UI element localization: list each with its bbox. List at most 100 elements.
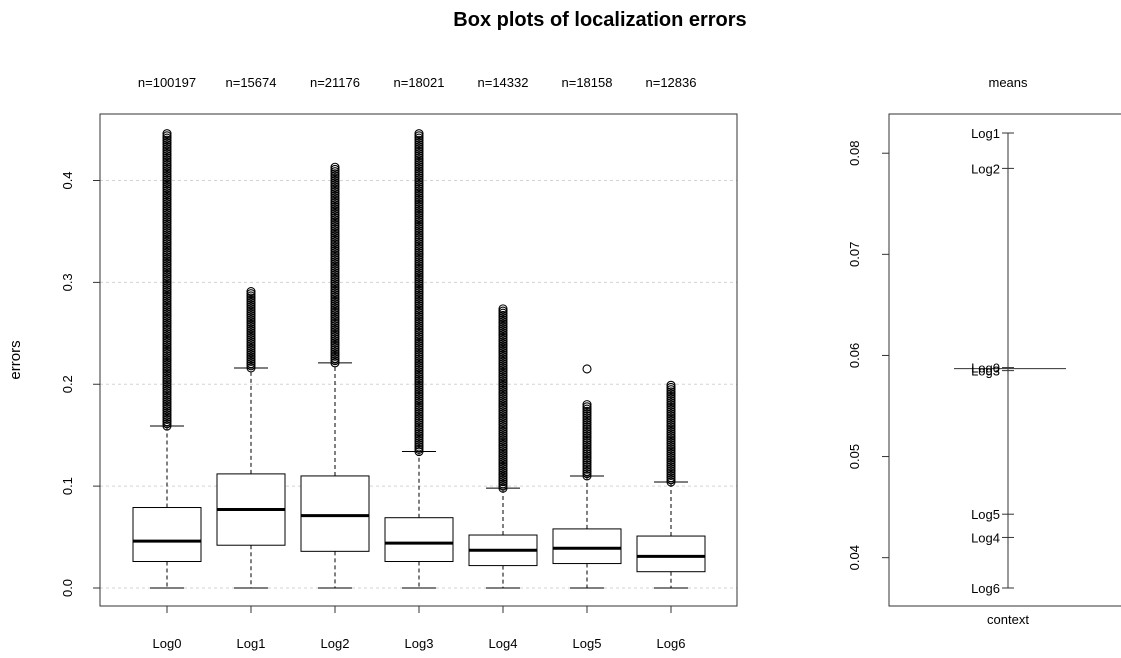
boxplot-outlier: [414, 241, 424, 251]
boxplot-outlier: [330, 193, 340, 203]
boxplot-outlier: [414, 396, 424, 406]
boxplot-outlier: [666, 431, 676, 441]
boxplot-outlier: [414, 360, 424, 370]
boxplot-outlier: [330, 345, 340, 355]
boxplot-outlier: [498, 409, 508, 419]
boxplot-outlier: [414, 173, 424, 183]
boxplot-outlier: [330, 329, 340, 339]
boxplot-outlier: [330, 191, 340, 201]
boxplot-outlier: [162, 212, 172, 222]
boxplot-outlier: [162, 166, 172, 176]
boxplot-outlier: [498, 354, 508, 364]
boxplot-outlier: [162, 232, 172, 242]
means-y-tick-label: 0.05: [847, 444, 862, 469]
boxplot-outlier: [162, 140, 172, 150]
boxplot-outlier: [414, 175, 424, 185]
boxplot-outlier: [414, 393, 424, 404]
boxplot-outlier: [162, 348, 172, 359]
boxplot-outlier: [162, 408, 172, 418]
boxplot-outlier: [162, 406, 172, 416]
boxplot-outlier: [414, 272, 424, 282]
boxplot-outlier: [414, 347, 424, 357]
boxplot-outlier: [162, 368, 172, 378]
boxplot-outlier: [330, 287, 340, 298]
boxplot-outlier: [414, 142, 424, 152]
boxplot-outlier: [414, 369, 424, 379]
means-frame: [888, 113, 1121, 607]
boxplot-outlier: [666, 420, 676, 430]
boxplot-outlier: [246, 335, 256, 345]
boxplot-outlier: [414, 296, 424, 306]
boxplot-outlier: [330, 184, 340, 194]
boxplot-outliers: [246, 286, 256, 373]
boxplot-count-label: n=18158: [562, 75, 613, 90]
boxplot-outlier: [246, 313, 256, 323]
boxplot-outlier: [666, 400, 676, 410]
boxplot-outlier: [414, 206, 424, 216]
boxplot-outlier: [162, 225, 172, 235]
boxplot-outlier: [330, 195, 340, 205]
boxplot-outlier: [666, 448, 676, 459]
boxplot-outlier: [498, 380, 508, 390]
boxplot-outlier: [162, 144, 172, 154]
boxplot-outlier: [246, 304, 256, 314]
boxplot-outlier: [162, 201, 172, 211]
boxplot-outlier: [330, 336, 340, 346]
boxplot-outlier: [666, 453, 676, 463]
boxplot-outlier: [582, 431, 592, 441]
boxplot-outlier: [414, 378, 424, 388]
boxplot-outlier: [498, 345, 508, 355]
boxplot-y-axis: 0.0 0.1 0.2 0.3 0.4: [60, 171, 100, 597]
boxplot-outlier: [162, 195, 172, 205]
boxplot-outlier: [414, 391, 424, 401]
boxplot-outlier: [162, 331, 172, 341]
boxplot-outlier: [330, 298, 340, 309]
means-point-label: Log3: [971, 364, 1000, 379]
boxplot-outlier: [582, 406, 592, 416]
boxplot-outlier: [414, 301, 424, 311]
boxplot-outlier: [414, 281, 424, 291]
boxplot-outlier: [330, 281, 340, 291]
boxplot-outlier: [330, 182, 340, 192]
boxplot-outlier: [330, 276, 340, 287]
boxplot-outlier: [330, 246, 340, 256]
boxplot-outlier: [162, 223, 172, 233]
boxplot-outlier: [414, 404, 424, 415]
boxplot-outlier: [162, 239, 172, 249]
boxplot-outlier: [498, 433, 508, 443]
boxplot-outlier: [330, 263, 340, 273]
boxplot-outlier: [414, 398, 424, 408]
boxplot-outlier: [498, 481, 508, 491]
boxplot-outlier: [162, 340, 172, 350]
boxplot-outlier: [414, 365, 424, 375]
boxplot-outlier: [330, 290, 340, 300]
boxplot-outlier: [414, 137, 424, 148]
boxplot-outlier: [414, 197, 424, 207]
boxplot-outlier: [414, 195, 424, 205]
boxplot-outlier: [666, 468, 676, 478]
boxplot-outlier: [414, 371, 424, 381]
boxplot-outlier: [246, 343, 256, 353]
boxplot-outlier: [666, 455, 676, 465]
boxplot-outlier: [330, 261, 340, 271]
boxplot-outlier: [414, 188, 424, 198]
boxplot-outlier: [414, 217, 424, 227]
boxplot-outlier: [330, 347, 340, 357]
boxplot-outlier: [162, 203, 172, 213]
boxplot-outlier: [330, 358, 340, 368]
boxplot-outlier: [414, 446, 424, 457]
boxplot-outlier: [162, 399, 172, 409]
boxplot-outlier: [330, 255, 340, 265]
boxplot-outlier: [246, 289, 256, 299]
boxplot-outlier: [498, 367, 508, 377]
boxplot-outlier: [582, 442, 592, 452]
boxplot-outlier: [162, 419, 172, 429]
boxplot-outlier: [414, 261, 424, 271]
boxplot-outlier: [498, 378, 508, 388]
boxplot-outlier: [498, 422, 508, 432]
boxplot-outlier: [414, 334, 424, 344]
boxplot-outlier: [498, 459, 508, 469]
boxplot-outlier: [414, 212, 424, 223]
